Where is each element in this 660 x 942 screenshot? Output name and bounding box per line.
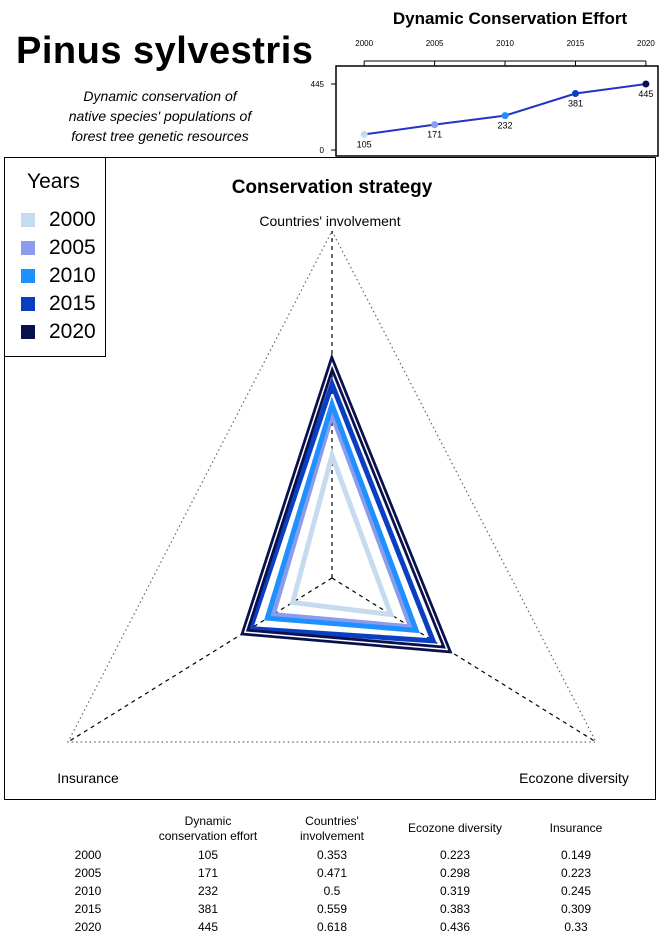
table-cell: 105 xyxy=(197,848,219,862)
line-chart-frame xyxy=(335,65,659,157)
radar-polygon-2020-inner xyxy=(243,361,449,651)
summary-table: Dynamic conservation effort Countries' in… xyxy=(0,800,660,942)
table-cell: 381 xyxy=(197,902,219,916)
table-cell: 445 xyxy=(197,920,219,934)
table-row-year: 2005 xyxy=(74,866,102,880)
table-header-cell: Ecozone diversity xyxy=(407,821,503,835)
legend-swatch xyxy=(21,241,35,255)
table-header-cell: Countries' involvement xyxy=(299,814,365,843)
x-tick-label: 2010 xyxy=(496,39,514,48)
effort-point-2015 xyxy=(571,89,579,97)
species-title: Pinus sylvestris xyxy=(16,30,314,72)
radar-axis-label: Countries' involvement xyxy=(259,213,400,229)
radar-polygon-2010 xyxy=(264,396,420,634)
x-tick-label: 2000 xyxy=(355,39,373,48)
subtitle-line: Dynamic conservation of xyxy=(83,88,237,104)
y-tick-label: 0 xyxy=(320,146,325,155)
legend-swatch xyxy=(21,325,35,339)
table-cell: 0.309 xyxy=(560,902,592,916)
radar-title: Conservation strategy xyxy=(232,177,433,198)
line-chart-title: Dynamic Conservation Effort xyxy=(393,9,628,28)
legend-swatch xyxy=(21,269,35,283)
radar-axis-label: Ecozone diversity xyxy=(519,770,629,786)
subtitle-line: native species' populations of xyxy=(68,108,252,124)
radar-axis-label: Insurance xyxy=(57,770,119,786)
table-cell: 171 xyxy=(197,866,219,880)
radar-outer-boundary xyxy=(67,229,597,743)
table-cell: 0.353 xyxy=(316,848,348,862)
effort-data-label: 232 xyxy=(498,121,513,131)
subtitle-line: forest tree genetic resources xyxy=(71,128,249,144)
conservation-radar-chart: Conservation strategy Countries' involvem… xyxy=(57,177,629,786)
effort-data-label: 381 xyxy=(568,98,583,108)
effort-data-label: 105 xyxy=(357,139,372,149)
x-tick-label: 2005 xyxy=(426,39,444,48)
legend-title: Years xyxy=(27,170,80,193)
y-tick-label: 445 xyxy=(311,80,325,89)
table-cell: 0.436 xyxy=(439,920,471,934)
table-cell: 0.33 xyxy=(564,920,588,934)
table-header-cell: Dynamic conservation effort xyxy=(158,814,258,843)
table-cell: 0.383 xyxy=(439,902,471,916)
legend-swatch xyxy=(21,213,35,227)
effort-data-label: 445 xyxy=(638,89,653,99)
table-cell: 0.245 xyxy=(560,884,592,898)
x-tick-label: 2020 xyxy=(637,39,655,48)
table-row-year: 2015 xyxy=(74,902,102,916)
table-row-year: 2000 xyxy=(74,848,102,862)
effort-point-2005 xyxy=(431,121,439,129)
effort-point-2020 xyxy=(642,80,650,88)
table-cell: 232 xyxy=(197,884,219,898)
radar-polygon-2000 xyxy=(289,447,395,618)
table-cell: 0.149 xyxy=(560,848,592,862)
effort-point-2010 xyxy=(501,112,509,120)
table-cell: 0.298 xyxy=(439,866,471,880)
legend-swatch xyxy=(21,297,35,311)
years-legend: Years 2000 2005 2010 2015 2020 xyxy=(4,157,106,357)
table-cell: 0.559 xyxy=(316,902,348,916)
table-cell: 0.618 xyxy=(316,920,348,934)
radar-polygon-2005 xyxy=(269,406,415,630)
legend-label: 2000 xyxy=(49,208,96,231)
table-cell: 0.223 xyxy=(439,848,471,862)
table-cell: 0.319 xyxy=(439,884,471,898)
table-cell: 0.223 xyxy=(560,866,592,880)
table-row-year: 2020 xyxy=(74,920,102,934)
legend-label: 2010 xyxy=(49,264,96,287)
legend-label: 2020 xyxy=(49,320,96,343)
radar-panel xyxy=(4,157,656,800)
effort-data-label: 171 xyxy=(427,130,442,140)
radar-polygon-2015 xyxy=(247,376,437,644)
x-tick-label: 2015 xyxy=(567,39,585,48)
legend-label: 2005 xyxy=(49,236,96,259)
radar-axis-line xyxy=(67,577,333,743)
table-cell: 0.471 xyxy=(316,866,348,880)
effort-point-2000 xyxy=(360,130,368,138)
table-row-year: 2010 xyxy=(74,884,102,898)
radar-axis-line xyxy=(331,577,597,743)
legend-label: 2015 xyxy=(49,292,96,315)
effort-line-chart: Dynamic Conservation Effort 2000 2005 2010 2… xyxy=(311,9,659,157)
subtitle: Dynamic conservation of native species' … xyxy=(30,86,290,146)
table-cell: 0.5 xyxy=(323,884,341,898)
table-header-cell: Insurance xyxy=(549,821,603,835)
